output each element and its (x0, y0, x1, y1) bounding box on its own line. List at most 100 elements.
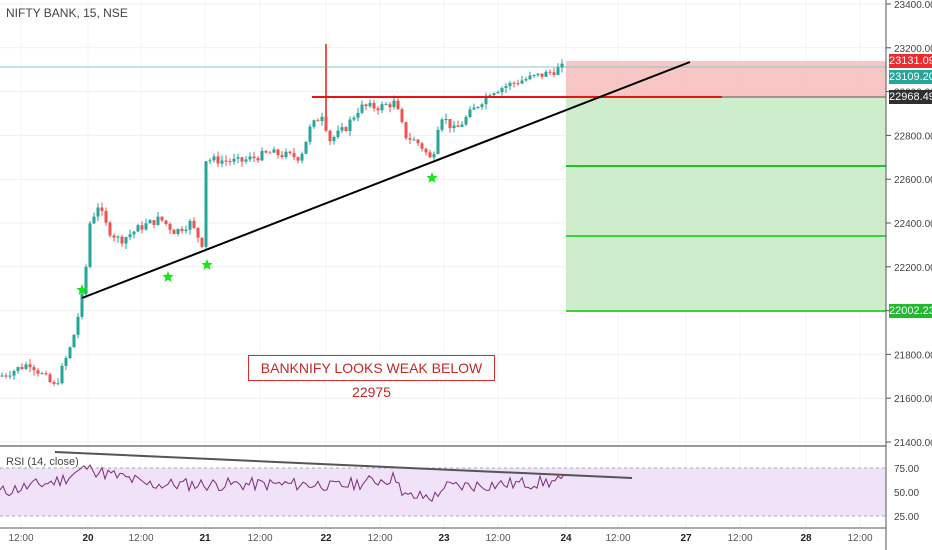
candle-body (308, 126, 312, 142)
candle-body (404, 122, 408, 139)
candle-body (72, 334, 76, 348)
candle-body (292, 152, 296, 158)
candle-body (140, 225, 144, 230)
candle-body (468, 109, 472, 118)
candle-body (196, 227, 200, 238)
rsi-tick-label: 75.00 (894, 464, 919, 475)
price-tick-label: 22800.00 (894, 131, 932, 142)
candle-body (368, 102, 372, 107)
candle-body (428, 152, 432, 158)
target-price-tag: 22002.23 (889, 304, 932, 318)
rsi-divergence-line (54, 451, 633, 479)
time-tick-label: 12:00 (247, 533, 272, 544)
candle-body (356, 112, 360, 118)
candle-body (408, 138, 412, 140)
time-tick-label: 12:00 (727, 533, 752, 544)
candle-body (32, 367, 36, 371)
candle-body (524, 79, 528, 81)
candle-body (400, 109, 404, 123)
candle-body (436, 129, 440, 155)
candle-body (232, 158, 236, 162)
candle-body (272, 149, 276, 153)
candle-body (192, 220, 196, 228)
candle-body (252, 156, 256, 159)
time-axis[interactable]: 12:00 20 12:00 21 12:00 22 12:00 23 12:00 24 12:00… (8, 533, 872, 544)
candle-body (12, 370, 16, 376)
candle-body (244, 159, 248, 162)
candle-body (412, 139, 416, 141)
candle-body (176, 228, 180, 235)
time-tick-label: 12:00 (605, 533, 630, 544)
candles (0, 44, 564, 386)
candle-body (164, 220, 168, 224)
candle-body (256, 158, 260, 161)
candle-body (392, 100, 396, 108)
candle-body (108, 222, 112, 236)
time-tick-label: 28 (800, 533, 812, 544)
candle-body (180, 228, 184, 232)
candle-body (480, 104, 484, 107)
candle-body (88, 223, 92, 267)
candle-body (84, 266, 88, 294)
candle-body (240, 157, 244, 162)
candle-body (536, 73, 540, 75)
candle-body (20, 367, 24, 369)
candle-body (24, 364, 28, 369)
candle-body (152, 220, 156, 225)
annotation-text: BANKNIFY LOOKS WEAK BELOW 22975 (248, 355, 495, 400)
rsi-tick-label: 25.00 (894, 512, 919, 523)
candle-body (328, 130, 332, 142)
price-tick-label: 22400.00 (894, 219, 932, 230)
candle-body (540, 73, 544, 77)
symbol-title: NIFTY BANK, 15, NSE (6, 6, 128, 20)
candle-body (64, 358, 68, 366)
candle-body (216, 156, 220, 164)
candle-body (56, 383, 60, 385)
stop-price-tag: 23131.09 (889, 54, 932, 68)
candle-body (188, 220, 192, 230)
candle-body (384, 104, 388, 106)
candle-body (548, 71, 552, 73)
candle-body (560, 63, 564, 68)
time-tick-label: 12:00 (8, 533, 33, 544)
price-tick-label: 21400.00 (894, 438, 932, 449)
candle-body (280, 155, 284, 158)
rsi-line (0, 464, 565, 503)
candle-body (364, 104, 368, 107)
candle-body (8, 375, 12, 377)
candle-body (544, 71, 548, 77)
price-tick-label: 23200.00 (894, 44, 932, 55)
candle-body (92, 216, 96, 224)
rsi-band (0, 468, 886, 516)
candle-body (236, 157, 240, 159)
support-trendline (81, 61, 691, 299)
time-tick-label: 12:00 (485, 533, 510, 544)
candle-body (416, 139, 420, 144)
candle-body (520, 80, 524, 84)
candle-body (320, 116, 324, 122)
candle-body (112, 235, 116, 238)
candle-body (420, 143, 424, 149)
time-tick-label: 12:00 (847, 533, 872, 544)
candle-body (288, 151, 292, 153)
candle-body (268, 152, 272, 154)
time-tick-label: 12:00 (128, 533, 153, 544)
candle-body (340, 127, 344, 131)
time-tick-label: 20 (82, 533, 94, 544)
candle-body (376, 108, 380, 111)
candle-body (516, 83, 520, 85)
candle-body (248, 156, 252, 160)
price-tick-label: 22600.00 (894, 175, 932, 186)
candle-body (380, 104, 384, 111)
candle-body (52, 382, 56, 384)
pivot-star-marker (76, 284, 88, 295)
candle-body (352, 117, 356, 120)
candle-body (332, 136, 336, 142)
candle-body (28, 364, 32, 368)
rsi-title: RSI (14, close) (6, 456, 79, 468)
candle-body (528, 75, 532, 80)
candle-body (160, 216, 164, 221)
candle-body (212, 156, 216, 161)
candle-body (556, 67, 560, 75)
